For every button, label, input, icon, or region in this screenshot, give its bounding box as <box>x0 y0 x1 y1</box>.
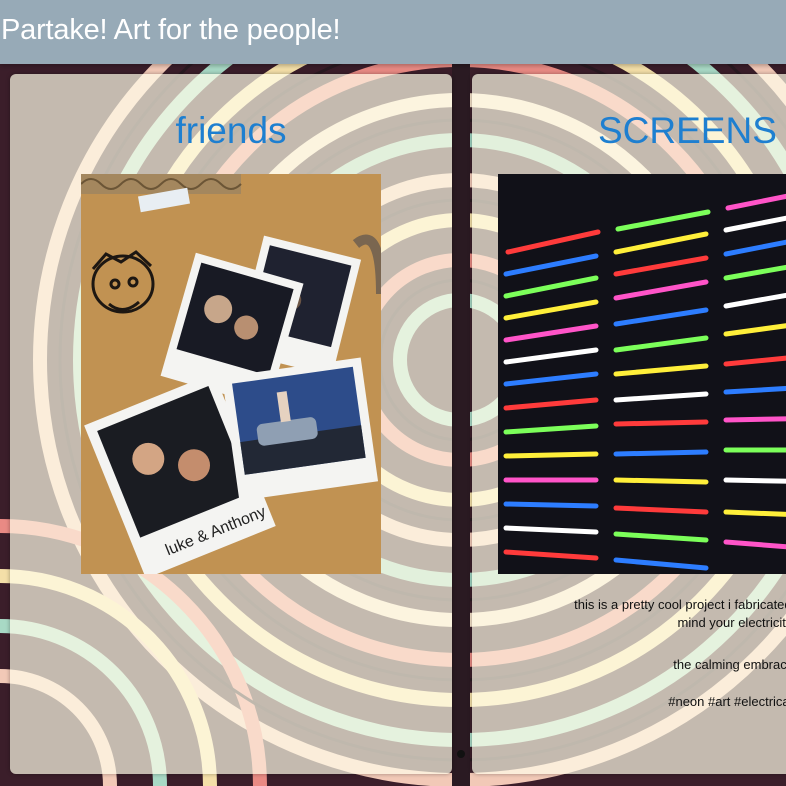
post-image-neon[interactable] <box>498 174 786 574</box>
neon-lights-photo-graphic <box>498 174 786 574</box>
post-tags: #neon #art #electrical #fun #lotsa <box>668 694 786 709</box>
post-card-friends: friends <box>10 74 452 774</box>
post-description-line: the calming embrace of nothing <box>673 657 786 672</box>
post-title-link[interactable]: SCREENS <box>598 110 777 151</box>
post-image-polaroids[interactable]: luke & Anthony <box>81 174 381 574</box>
app-title[interactable]: Partake! Art for the people! <box>1 14 341 46</box>
polaroids-photo-graphic: luke & Anthony <box>81 174 381 574</box>
post-description-line: mind your electricity bill with this <box>677 615 786 630</box>
post-title-link[interactable]: friends <box>175 110 287 151</box>
top-app-bar: Partake! Art for the people! <box>0 0 786 64</box>
post-card-screens: SCREENS <box>472 74 786 774</box>
post-description-line: this is a pretty cool project i fabricat… <box>574 597 786 612</box>
